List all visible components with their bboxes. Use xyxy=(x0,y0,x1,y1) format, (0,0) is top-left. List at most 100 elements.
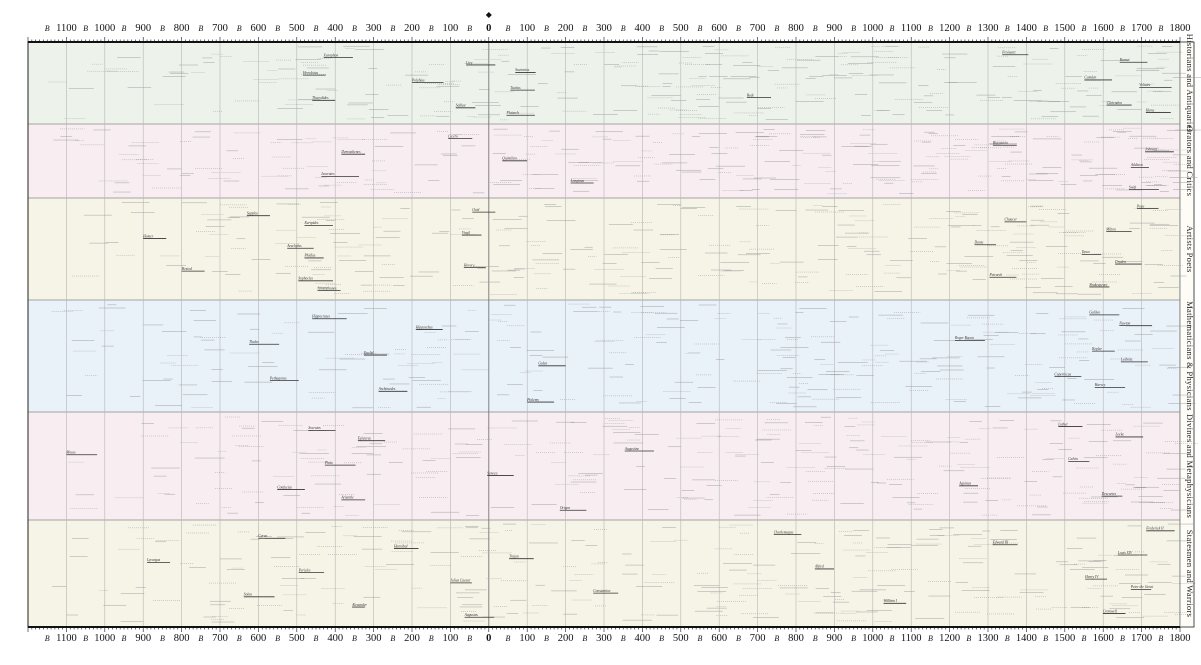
lifespan-label: Leibnitz xyxy=(1120,358,1133,362)
lifespan-label: Swift xyxy=(1129,185,1137,189)
band-label: Artists Poets xyxy=(1185,225,1195,272)
lifespan-label: Burnet xyxy=(1120,58,1131,62)
era-mark: B xyxy=(774,24,779,33)
band-label: Divines and Metaphysicians xyxy=(1185,414,1195,518)
tick-label: 1300 xyxy=(978,633,999,644)
era-mark: B xyxy=(582,24,587,33)
grid-layer xyxy=(66,42,1181,627)
lifespan-label: Aristotle xyxy=(340,496,354,500)
tick-label: 1800 xyxy=(1170,633,1191,644)
lifespan-label: Louis XIV xyxy=(1117,551,1133,555)
era-mark: B xyxy=(736,634,741,643)
lifespan-label: Harvey xyxy=(1094,383,1106,387)
lifespan-label: Alfred xyxy=(814,565,824,569)
tick-label: 200 xyxy=(404,633,420,644)
lifespan-label: Alexander xyxy=(351,603,367,607)
tick-label: 1200 xyxy=(939,633,960,644)
lifespan-label: Milton xyxy=(1105,227,1116,231)
lifespan-label: Herodotus xyxy=(302,71,319,75)
tick-label: 100 xyxy=(443,633,459,644)
lifespan-label: Boccaccio xyxy=(993,141,1008,145)
lifespan-label: Epicurus xyxy=(357,436,372,440)
era-mark: B xyxy=(736,24,741,33)
tick-label: 600 xyxy=(251,23,267,34)
lifespan-label: Pythagoras xyxy=(269,376,287,380)
lifespan-label: Pericles xyxy=(298,568,311,572)
era-mark: B xyxy=(45,634,50,643)
lifespan-label: Seneca xyxy=(487,471,497,475)
lifespan-label: Chaucer xyxy=(1005,218,1018,222)
era-mark: B xyxy=(1043,24,1048,33)
lifespan-label: Origen xyxy=(560,506,570,510)
tick-label: 800 xyxy=(788,23,804,34)
lifespan-label: Froissart xyxy=(1001,51,1016,55)
lifespan-label: Xenophon xyxy=(323,53,339,57)
era-mark: B xyxy=(160,24,165,33)
lifespan-label: Petrarch xyxy=(989,273,1003,277)
tick-label: 600 xyxy=(711,633,727,644)
bands-layer xyxy=(27,41,1195,628)
lifespan-label: Julius Caesar xyxy=(450,579,470,583)
axis-layer: 1100 B 1000 B 900 B 800 B 700 B 600 B 500 B 400 B 300 B 20… xyxy=(27,12,1191,644)
era-mark: B xyxy=(774,634,779,643)
lifespan-label: Copernicus xyxy=(1054,372,1071,376)
lifespan-label: Camden xyxy=(1084,76,1096,80)
era-mark: B xyxy=(506,24,511,33)
era-mark: B xyxy=(122,634,127,643)
tick-label: 1100 xyxy=(56,23,77,34)
tick-label: 900 xyxy=(135,633,151,644)
lifespan-label: Homer xyxy=(142,234,154,238)
lifespan-label: Cromwell xyxy=(1103,609,1117,613)
tick-label: 200 xyxy=(404,23,420,34)
tick-label: 900 xyxy=(827,23,843,34)
tick-label: 1400 xyxy=(1016,23,1037,34)
lifespan-label: Socrates xyxy=(308,426,321,430)
era-mark: B xyxy=(506,634,511,643)
tick-label: 1100 xyxy=(56,633,77,644)
tick-label: 700 xyxy=(212,23,228,34)
era-mark: B xyxy=(45,24,50,33)
lifespan-label: Frederick II xyxy=(1145,527,1164,531)
era-mark: B xyxy=(237,634,242,643)
tick-label: 100 xyxy=(519,23,535,34)
tick-label: 900 xyxy=(135,23,151,34)
lifespan-label: Ovid xyxy=(472,208,479,212)
lifespan-label: Isocrates xyxy=(320,172,335,176)
era-mark: B xyxy=(544,634,549,643)
lifespan-label: Descartes xyxy=(1101,492,1117,496)
lifespan-label: Hume xyxy=(1145,108,1155,112)
tick-label: 500 xyxy=(673,23,689,34)
lifespan-label: Roger Bacon xyxy=(954,336,974,340)
lifespan-label: Dryden xyxy=(1114,260,1126,264)
era-mark: B xyxy=(390,634,395,643)
era-mark: B xyxy=(352,24,357,33)
lifespan-label: Newton xyxy=(1118,321,1130,325)
era-mark: B xyxy=(890,24,895,33)
band-label: Statesmen and Warriors xyxy=(1185,530,1195,617)
era-mark: B xyxy=(1158,24,1163,33)
lifespan-label: Constantine xyxy=(593,589,611,593)
lifespan-label: Dante xyxy=(974,241,984,245)
tick-label: 300 xyxy=(366,23,382,34)
tick-label: 1000 xyxy=(862,23,883,34)
tick-label: 1700 xyxy=(1131,633,1152,644)
lifespan-label: Sappho xyxy=(247,211,258,215)
tick-label: 1600 xyxy=(1093,23,1114,34)
tick-label: 700 xyxy=(750,23,766,34)
era-mark: B xyxy=(314,634,319,643)
lifespan-label: Galileo xyxy=(1089,311,1100,315)
lifespan-label: Hesiod xyxy=(181,267,192,271)
era-mark: B xyxy=(851,24,856,33)
marks-layer: Herodotus Thucydides Xenophon Polybius Sallu… xyxy=(48,45,1201,623)
tick-label: 300 xyxy=(596,23,612,34)
lifespan-label: Thucydides xyxy=(312,96,329,100)
tick-label: 1100 xyxy=(901,633,922,644)
era-mark: B xyxy=(352,634,357,643)
lifespan-label: Euripides xyxy=(303,221,319,225)
lifespan-label: Phidias xyxy=(303,254,316,258)
era-mark: B xyxy=(698,634,703,643)
era-mark: B xyxy=(621,634,626,643)
lifespan-label: Hannibal xyxy=(393,544,408,548)
era-mark: B xyxy=(237,24,242,33)
